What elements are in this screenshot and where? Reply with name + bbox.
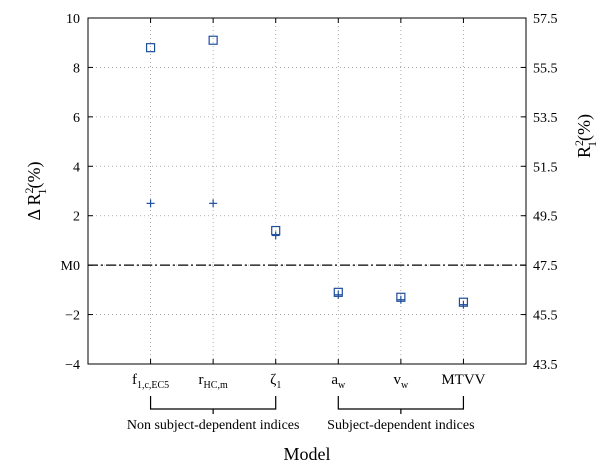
tick-marks bbox=[88, 17, 526, 365]
x-category-label: f1,c,EC5 bbox=[132, 372, 169, 391]
right-tick-label: 49.5 bbox=[533, 210, 558, 225]
plus-marker bbox=[146, 199, 155, 208]
series-layer bbox=[145, 35, 469, 309]
right-tick-label: 55.5 bbox=[533, 61, 558, 76]
right-tick-label: 51.5 bbox=[533, 160, 558, 175]
right-y-axis-title: R21(%) bbox=[572, 114, 599, 158]
plus-marker bbox=[271, 231, 280, 240]
left-tick-label: 6 bbox=[73, 111, 80, 126]
group-label: Non subject-dependent indices bbox=[127, 418, 300, 433]
x-axis-title: Model bbox=[284, 444, 331, 464]
x-category-label: vw bbox=[393, 372, 409, 391]
group-bracket bbox=[149, 396, 277, 410]
axis-title-text: Δ R21(%) bbox=[22, 161, 49, 220]
plus-marker bbox=[209, 199, 218, 208]
left-tick-label: 8 bbox=[73, 61, 80, 76]
right-y-tick-labels: 43.5 45.5 47.5 49.5 51.5 53.5 55.5 57.5 bbox=[533, 12, 558, 373]
group-label: Subject-dependent indices bbox=[327, 418, 474, 433]
right-tick-label: 43.5 bbox=[533, 358, 558, 373]
plus-marker bbox=[334, 290, 343, 299]
plot-frame bbox=[87, 17, 527, 365]
x-category-label: ζ1 bbox=[270, 372, 281, 391]
left-y-axis-title: Δ R21(%) bbox=[22, 161, 49, 220]
left-tick-label: −4 bbox=[65, 358, 80, 373]
left-tick-label: 2 bbox=[73, 210, 80, 225]
right-tick-label: 45.5 bbox=[533, 309, 558, 324]
group-brackets: Non subject-dependent indices Subject-dep… bbox=[127, 396, 475, 433]
square-marker bbox=[145, 43, 156, 53]
plus-marker bbox=[396, 295, 405, 304]
left-tick-label: 4 bbox=[73, 160, 80, 175]
axis-title-text: R21(%) bbox=[572, 114, 599, 158]
right-tick-label: 53.5 bbox=[533, 111, 558, 126]
left-tick-label: M0 bbox=[61, 259, 80, 274]
left-tick-label: 10 bbox=[66, 12, 80, 27]
x-category-labels: f1,c,EC5 rHC,m ζ1 aw vw MTVV bbox=[132, 372, 486, 391]
x-category-label: aw bbox=[331, 372, 346, 391]
right-tick-label: 47.5 bbox=[533, 259, 558, 274]
left-y-tick-labels: −4 −2 M0 2 4 6 8 10 bbox=[61, 12, 80, 373]
x-category-label: rHC,m bbox=[199, 372, 228, 391]
left-tick-label: −2 bbox=[65, 309, 80, 324]
x-category-label: MTVV bbox=[441, 372, 485, 388]
grid-layer bbox=[88, 18, 526, 364]
group-bracket bbox=[337, 396, 465, 410]
square-marker bbox=[208, 35, 218, 45]
plus-marker bbox=[459, 300, 468, 309]
right-tick-label: 57.5 bbox=[533, 12, 558, 27]
